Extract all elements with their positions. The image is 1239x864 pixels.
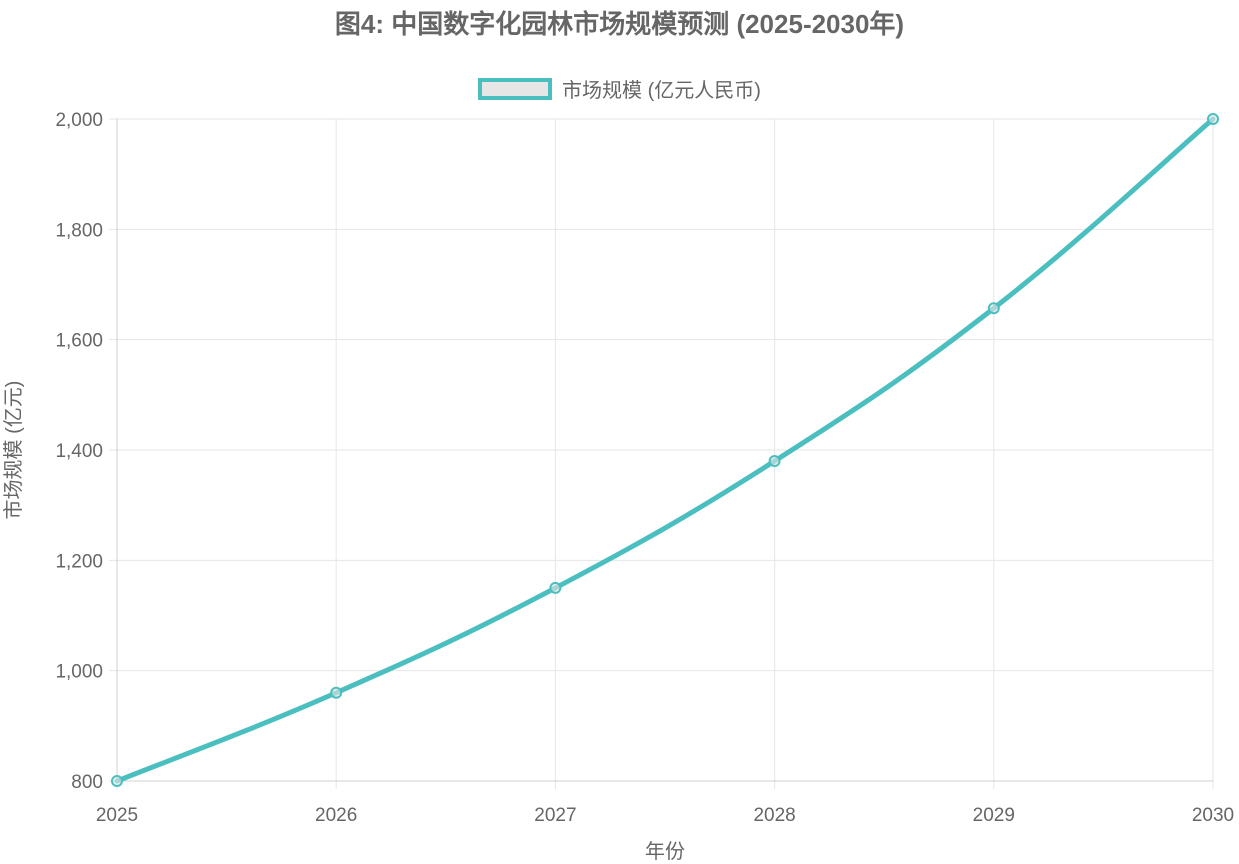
legend-label[interactable]: 市场规模 (亿元人民币) — [562, 80, 761, 102]
x-tick-label: 2027 — [534, 805, 576, 826]
y-tick-label: 1,000 — [55, 662, 103, 683]
data-point[interactable] — [987, 302, 1000, 315]
y-tick-label: 1,400 — [55, 441, 103, 462]
data-point[interactable] — [768, 455, 781, 468]
y-axis-title: 市场规模 (亿元) — [2, 381, 25, 520]
x-tick-label: 2026 — [315, 805, 357, 826]
y-tick-label: 1,800 — [55, 220, 103, 241]
series-line — [114, 116, 1216, 784]
y-tick-label: 800 — [71, 772, 103, 793]
legend[interactable]: 市场规模 (亿元人民币) — [0, 74, 1239, 103]
data-point[interactable] — [1207, 113, 1219, 125]
data-point[interactable] — [549, 581, 562, 594]
y-tick-label: 1,600 — [55, 331, 103, 352]
series-layer — [111, 113, 1219, 787]
x-tick-label: 2025 — [96, 805, 138, 826]
x-axis-title: 年份 — [645, 840, 685, 863]
legend-swatch[interactable] — [478, 77, 553, 100]
grid-layer — [109, 118, 1214, 789]
data-point[interactable] — [111, 775, 123, 787]
x-tick-label: 2030 — [1192, 805, 1234, 826]
x-tick-label: 2028 — [753, 805, 795, 826]
y-tick-label: 1,200 — [55, 551, 103, 572]
y-tick-label: 2,000 — [55, 110, 103, 131]
data-point[interactable] — [330, 686, 343, 699]
axis-layer: 800 1,000 1,200 1,400 1,600 1,800 2,000 2025 202… — [55, 110, 1234, 826]
x-tick-label: 2029 — [973, 805, 1015, 826]
chart-title: 图4: 中国数字化园林市场规模预测 (2025-2030年) — [334, 9, 905, 39]
